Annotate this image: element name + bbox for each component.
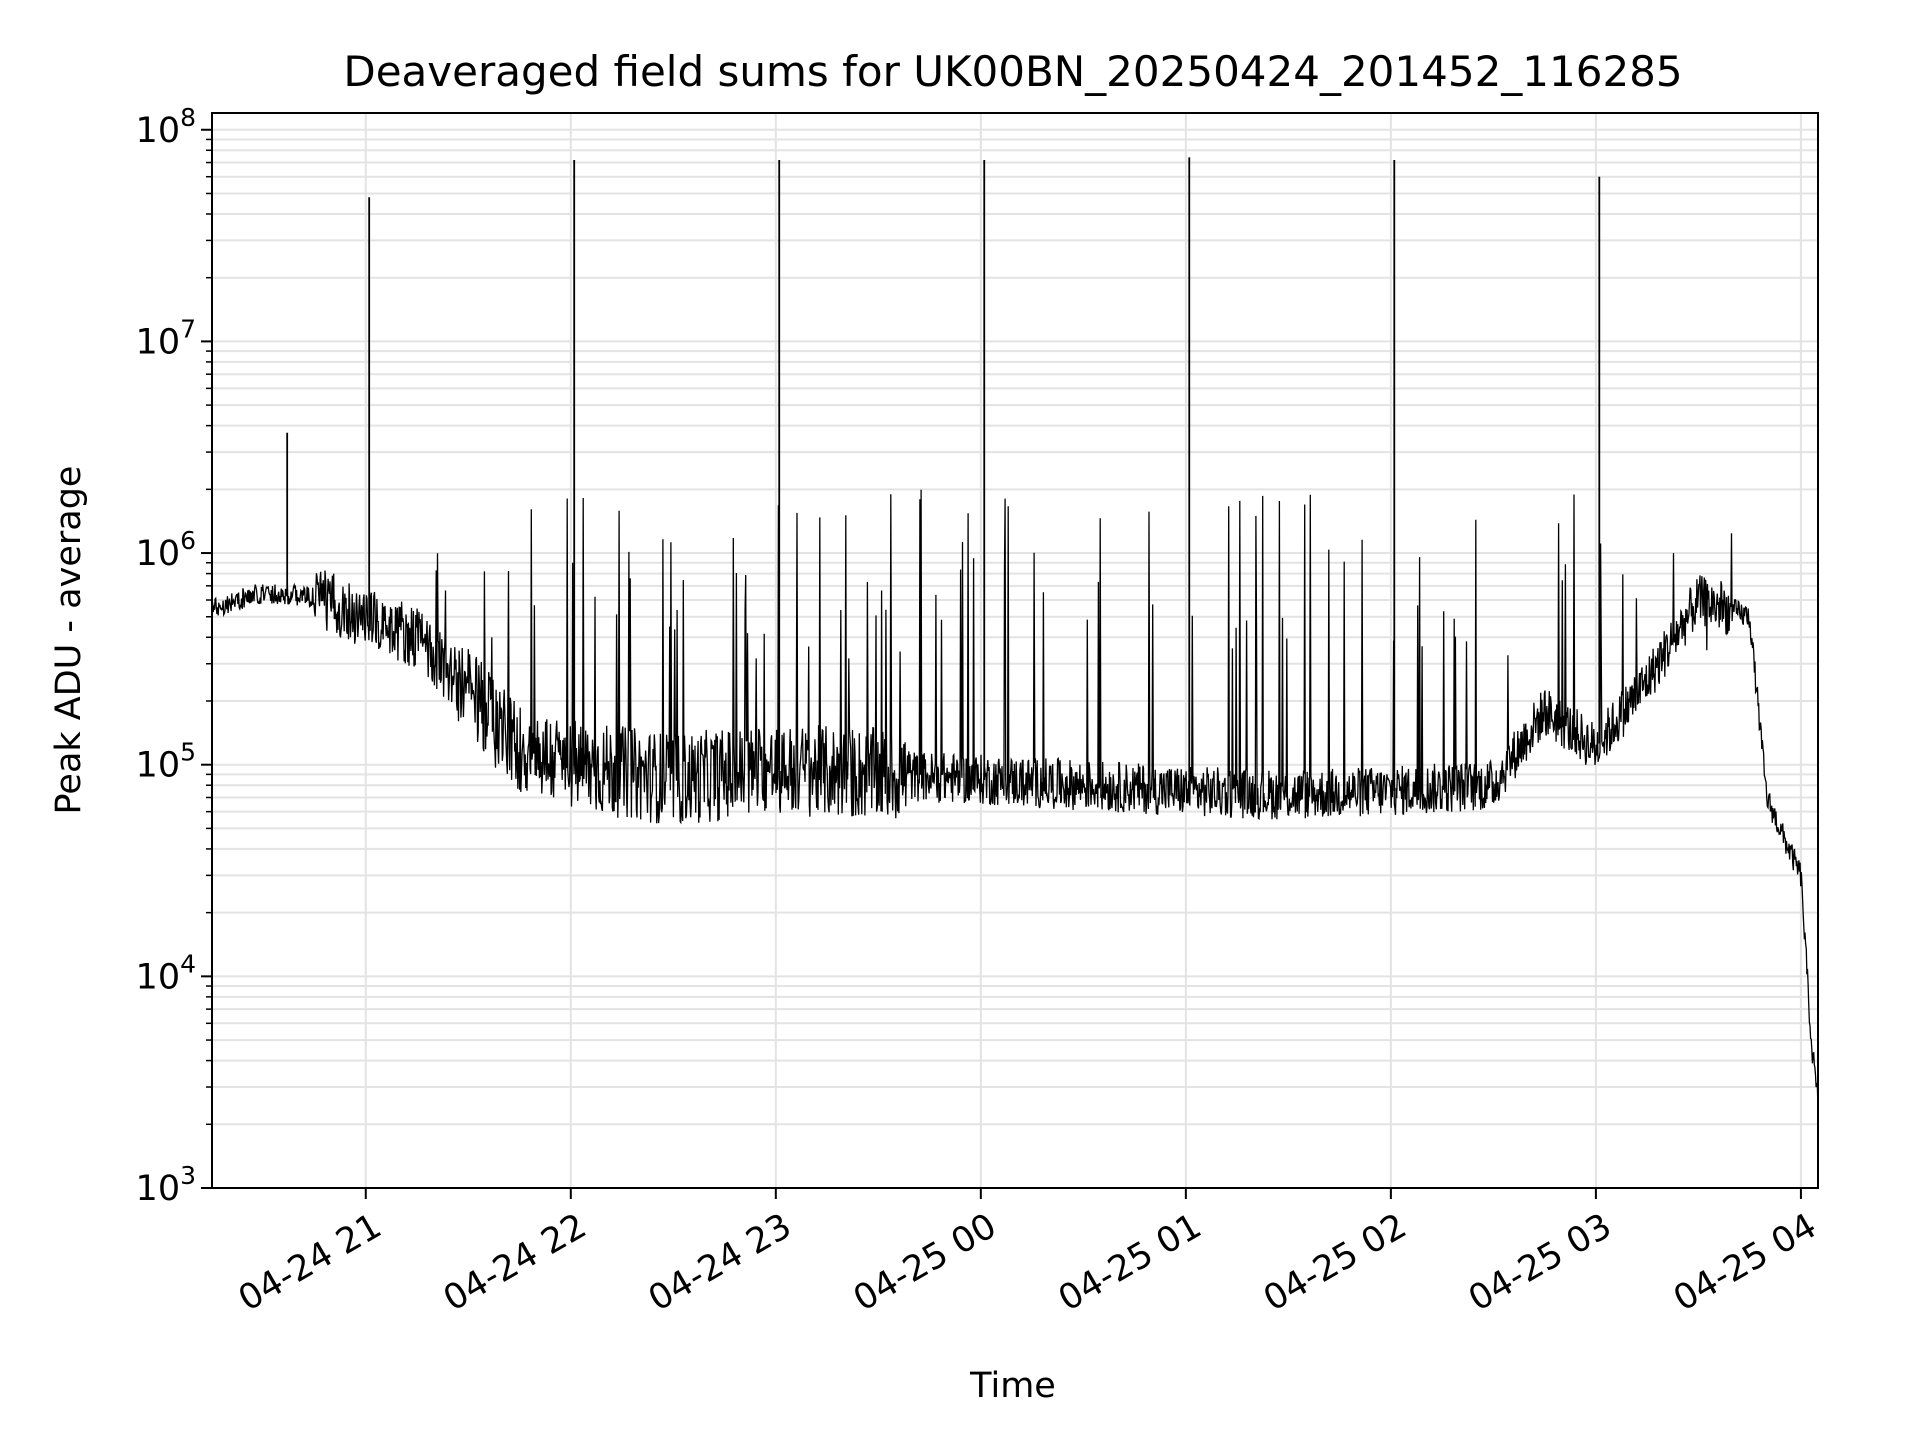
x-axis-label: Time [969,1366,1056,1406]
y-tick-label: 103 [136,1161,196,1209]
series-layer [211,157,1819,1112]
series-line [211,489,1819,1112]
y-tick-label: 107 [136,314,196,362]
y-tick-label: 104 [136,949,196,997]
y-tick-label: 108 [136,103,196,151]
y-tick-label: 106 [136,526,196,574]
y-axis-label: Peak ADU - average [49,466,89,815]
chart-title: Deaveraged field sums for UK00BN_2025042… [343,47,1682,96]
y-tick-label: 105 [136,738,196,786]
plot-frame [211,112,1819,1189]
